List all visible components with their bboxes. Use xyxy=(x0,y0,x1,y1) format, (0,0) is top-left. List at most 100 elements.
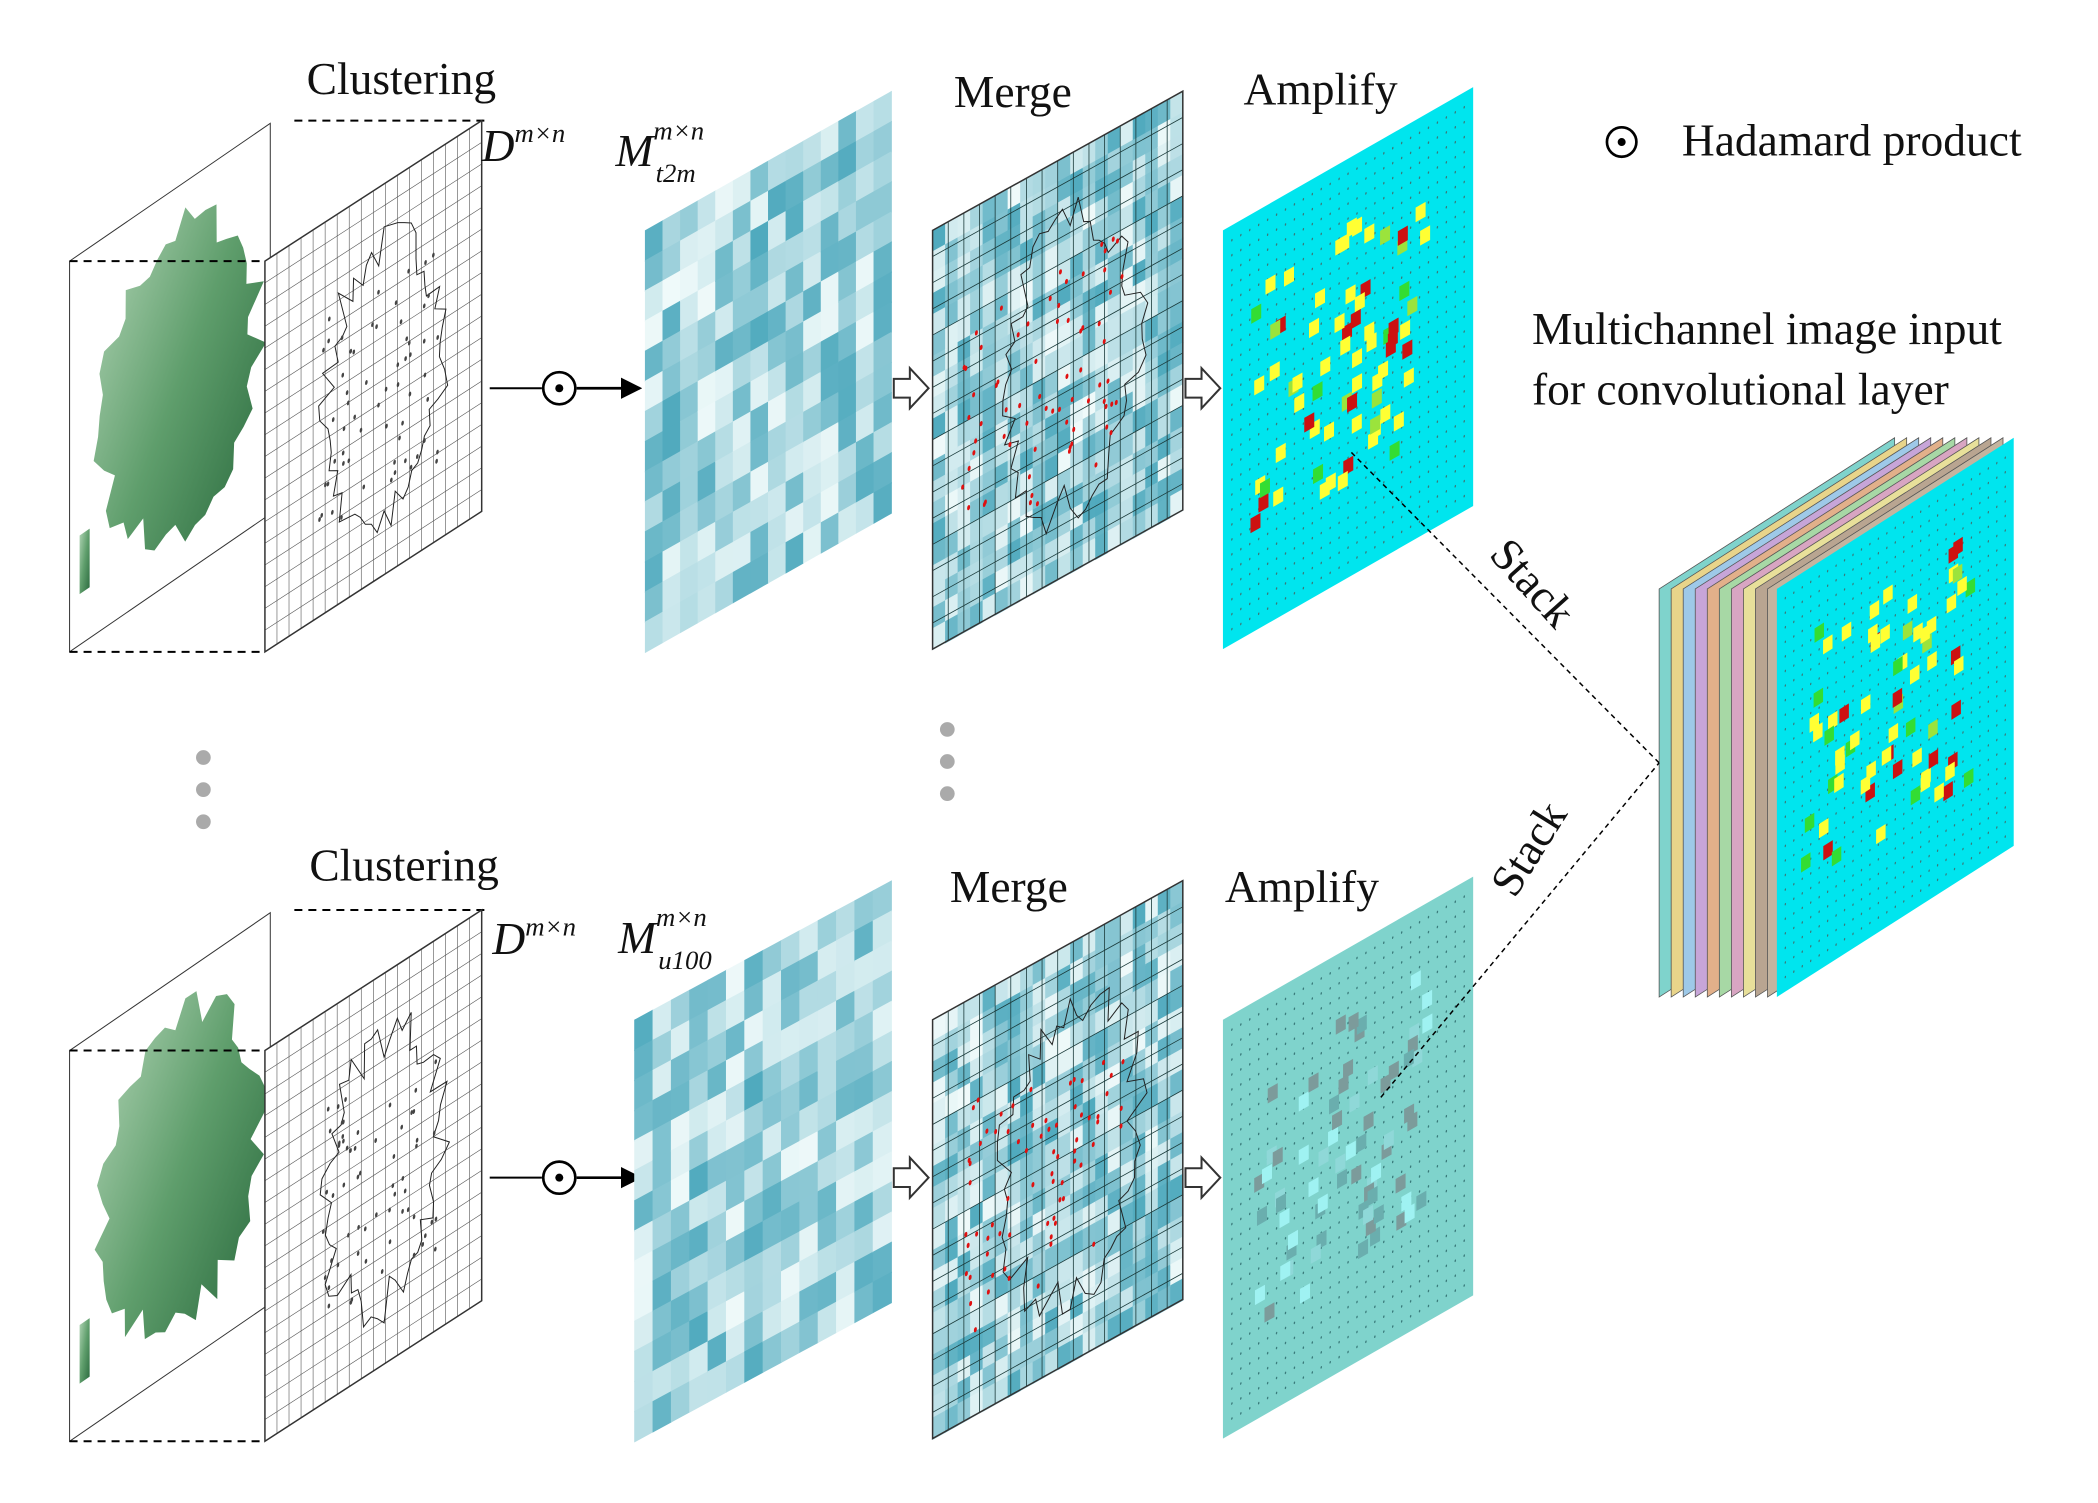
cell xyxy=(932,1284,946,1315)
cell xyxy=(1120,1159,1134,1189)
grid-dot xyxy=(1903,594,1905,597)
grid-dot xyxy=(1784,829,1787,833)
grid-dot xyxy=(1374,1036,1376,1039)
cell xyxy=(1157,286,1172,316)
grid-dot xyxy=(1987,554,1990,558)
grid-dot xyxy=(1903,885,1905,889)
grid-dot xyxy=(1784,975,1787,979)
amplified-cell xyxy=(1308,1072,1319,1093)
amplified-cell xyxy=(1308,1176,1319,1198)
grid-dot xyxy=(1436,495,1439,498)
grid-dot xyxy=(1962,760,1964,763)
grid-dot xyxy=(1383,151,1385,155)
cell xyxy=(725,1230,746,1273)
grid-dot xyxy=(1365,162,1367,165)
grid-dot xyxy=(1987,773,1990,776)
station xyxy=(1049,1241,1053,1247)
amplified-cell xyxy=(1279,1207,1290,1229)
grid-dot xyxy=(1365,996,1367,1000)
grid-dot xyxy=(1275,587,1278,590)
cell xyxy=(1107,977,1121,1008)
grid-dot xyxy=(1979,734,1981,738)
grid-dot xyxy=(1886,794,1888,797)
grid-dot xyxy=(1463,255,1465,259)
grid-dot xyxy=(1275,1002,1278,1006)
cell xyxy=(836,1201,856,1243)
grid-dot xyxy=(1953,590,1956,594)
grid-dot xyxy=(1852,859,1854,863)
grid-dot xyxy=(1374,961,1376,965)
grid-dot xyxy=(1409,970,1412,974)
grid-dot xyxy=(1843,894,1846,897)
cell xyxy=(855,100,875,143)
grid-dot xyxy=(1869,586,1871,590)
cell xyxy=(995,1291,1009,1322)
grid-dot xyxy=(1809,638,1812,642)
cell xyxy=(1057,530,1071,560)
grid-dot xyxy=(1391,1011,1394,1014)
amplified-cell xyxy=(1945,761,1955,782)
grid-dot xyxy=(1427,1140,1430,1143)
grid-dot xyxy=(1970,667,1973,671)
grid-dot xyxy=(1409,420,1412,424)
grid-dot xyxy=(1945,698,1947,701)
cell xyxy=(820,331,840,374)
grid-dot xyxy=(1843,617,1846,620)
cell xyxy=(855,281,875,324)
grid-dot xyxy=(1445,310,1448,314)
grid-dot xyxy=(1400,1050,1403,1054)
grid-dot xyxy=(1329,1286,1331,1289)
station xyxy=(972,392,976,398)
line xyxy=(933,1169,1183,1308)
cell xyxy=(732,230,752,273)
cell xyxy=(1032,209,1046,239)
grid-dot xyxy=(1886,561,1888,564)
cell xyxy=(1045,474,1059,505)
cell xyxy=(1032,956,1046,987)
grid-dot xyxy=(1231,1402,1233,1405)
grid-dot xyxy=(1338,312,1340,315)
cell xyxy=(982,488,996,518)
grid-dot xyxy=(1374,1081,1376,1084)
grid-dot xyxy=(1374,1275,1376,1279)
grid-dot xyxy=(1302,1226,1305,1230)
grid-dot xyxy=(1257,1267,1260,1270)
grid-dot xyxy=(1826,919,1829,923)
cell xyxy=(1157,991,1172,1022)
grid-dot xyxy=(1383,1225,1385,1229)
grid-dot xyxy=(1928,883,1930,887)
grid-dot xyxy=(1418,1040,1421,1044)
grid-dot xyxy=(1320,247,1322,251)
grid-dot xyxy=(1953,561,1956,565)
grid-dot xyxy=(1936,674,1939,678)
grid-dot xyxy=(1418,965,1421,969)
station xyxy=(435,458,438,464)
cell xyxy=(680,410,699,453)
cell xyxy=(715,541,734,584)
grid-dot xyxy=(1418,1235,1421,1238)
cell xyxy=(781,1020,801,1062)
grid-dot xyxy=(1231,448,1233,451)
cell xyxy=(803,431,822,474)
grid-dot xyxy=(1329,392,1331,395)
grid-dot xyxy=(1293,1112,1296,1115)
grid-dot xyxy=(1284,312,1287,316)
grid-dot xyxy=(1427,455,1430,459)
grid-dot xyxy=(1877,668,1880,672)
grid-dot xyxy=(1979,793,1981,796)
grid-dot xyxy=(1801,760,1803,764)
station xyxy=(330,1258,333,1264)
grid-dot xyxy=(1454,320,1457,324)
grid-dot xyxy=(1953,678,1956,681)
grid-dot xyxy=(1418,176,1421,180)
grid-dot xyxy=(1329,197,1331,201)
grid-dot xyxy=(1936,572,1939,576)
grid-dot xyxy=(1903,798,1905,801)
grid-dot xyxy=(1409,1255,1412,1258)
grid-dot xyxy=(1987,787,1990,791)
grid-dot xyxy=(1987,510,1990,514)
amplified-cell xyxy=(1335,1153,1346,1174)
grid-dot xyxy=(1996,811,1998,815)
grid-dot xyxy=(1400,530,1403,534)
station xyxy=(364,1258,368,1264)
